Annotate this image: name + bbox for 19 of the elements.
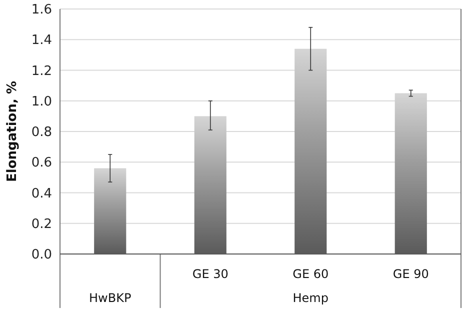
- x-tick-label: GE 60: [292, 267, 329, 281]
- bar: [94, 168, 126, 254]
- y-tick-label: 1.6: [31, 2, 52, 18]
- y-tick-label: 1.0: [31, 94, 52, 110]
- x-tick-label: GE 30: [192, 267, 228, 281]
- bar: [294, 48, 327, 254]
- text: Hemp: [292, 291, 328, 305]
- y-tick-label: 0.6: [31, 156, 52, 171]
- text: HwBKP: [89, 291, 132, 305]
- bar: [394, 93, 427, 254]
- y-axis-title: Elongation, %: [5, 81, 20, 182]
- bar: [194, 116, 226, 254]
- y-tick-label: 1.2: [31, 64, 52, 79]
- y-tick-label: 0.0: [31, 248, 52, 263]
- y-tick-label: 1.4: [31, 33, 52, 48]
- y-tick-label: 0.2: [31, 216, 52, 232]
- y-tick-label: 0.8: [31, 125, 52, 140]
- y-tick-label: 0.4: [31, 186, 52, 202]
- x-tick-label: GE 90: [392, 267, 429, 281]
